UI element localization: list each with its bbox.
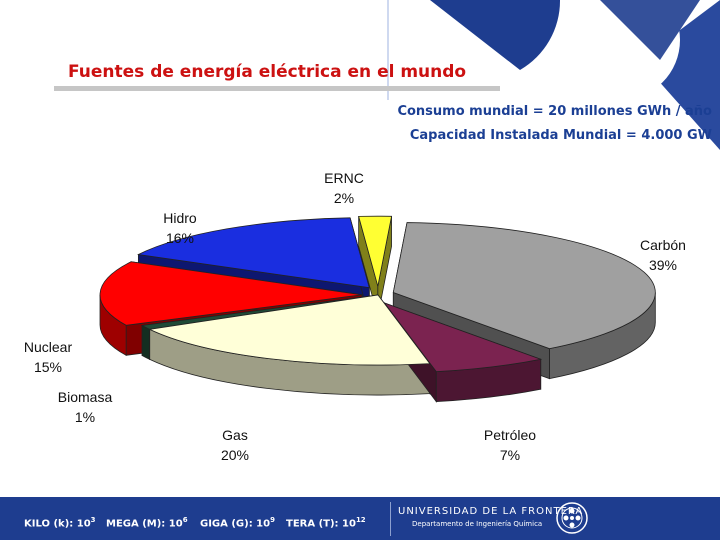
unit-tera: TERA (T): 1012 — [286, 516, 366, 530]
capacity-stat: Capacidad Instalada Mundial = 4.000 GW — [409, 128, 712, 143]
label-name-carbon: Carbón — [640, 237, 686, 253]
logo-shape-right — [640, 0, 720, 150]
slice-gas — [148, 294, 431, 366]
unit-kilo: KILO (k): 103 — [24, 516, 96, 530]
label-pct-carbon: 39% — [649, 257, 677, 273]
slice-nuclear — [99, 261, 363, 326]
slice-side-biomasa — [141, 324, 151, 360]
label-pct-petroleo: 7% — [500, 447, 520, 463]
university-seal-icon — [556, 502, 588, 534]
logo-shape-wedge — [600, 0, 700, 60]
slide-title: Fuentes de energía eléctrica en el mundo — [68, 62, 467, 82]
slice-petroleo — [383, 302, 543, 373]
unit-mega: MEGA (M): 106 — [106, 516, 188, 530]
pie-slices — [99, 215, 656, 403]
label-pct-hidro: 16% — [166, 230, 194, 246]
slice-carbon — [392, 222, 656, 350]
label-pct-biomasa: 1% — [75, 409, 95, 425]
slice-ernc — [358, 215, 393, 287]
label-pct-nuclear: 15% — [34, 359, 62, 375]
label-name-hidro: Hidro — [163, 210, 197, 226]
label-name-nuclear: Nuclear — [24, 339, 73, 355]
unit-giga: GIGA (G): 109 — [200, 516, 275, 530]
footer-separator — [390, 502, 391, 536]
slice-hidro — [137, 217, 370, 289]
footer-bar — [0, 497, 720, 540]
label-pct-ernc: 2% — [334, 190, 354, 206]
consumption-stat: Consumo mundial = 20 millones GWh / año — [397, 104, 712, 119]
title-underline — [54, 86, 500, 91]
pie-labels: Carbón 39% Petróleo 7% Gas 20% Biomasa 1% Nuclea… — [24, 170, 686, 463]
label-name-petroleo: Petróleo — [484, 427, 536, 443]
label-pct-gas: 20% — [221, 447, 249, 463]
logo-shape-top — [430, 0, 561, 70]
university-name: UNIVERSIDAD DE LA FRONTERA — [398, 506, 584, 517]
label-name-ernc: ERNC — [324, 170, 364, 186]
department-name: Departamento de Ingeniería Química — [412, 520, 543, 528]
label-name-biomasa: Biomasa — [58, 389, 113, 405]
label-name-gas: Gas — [222, 427, 248, 443]
